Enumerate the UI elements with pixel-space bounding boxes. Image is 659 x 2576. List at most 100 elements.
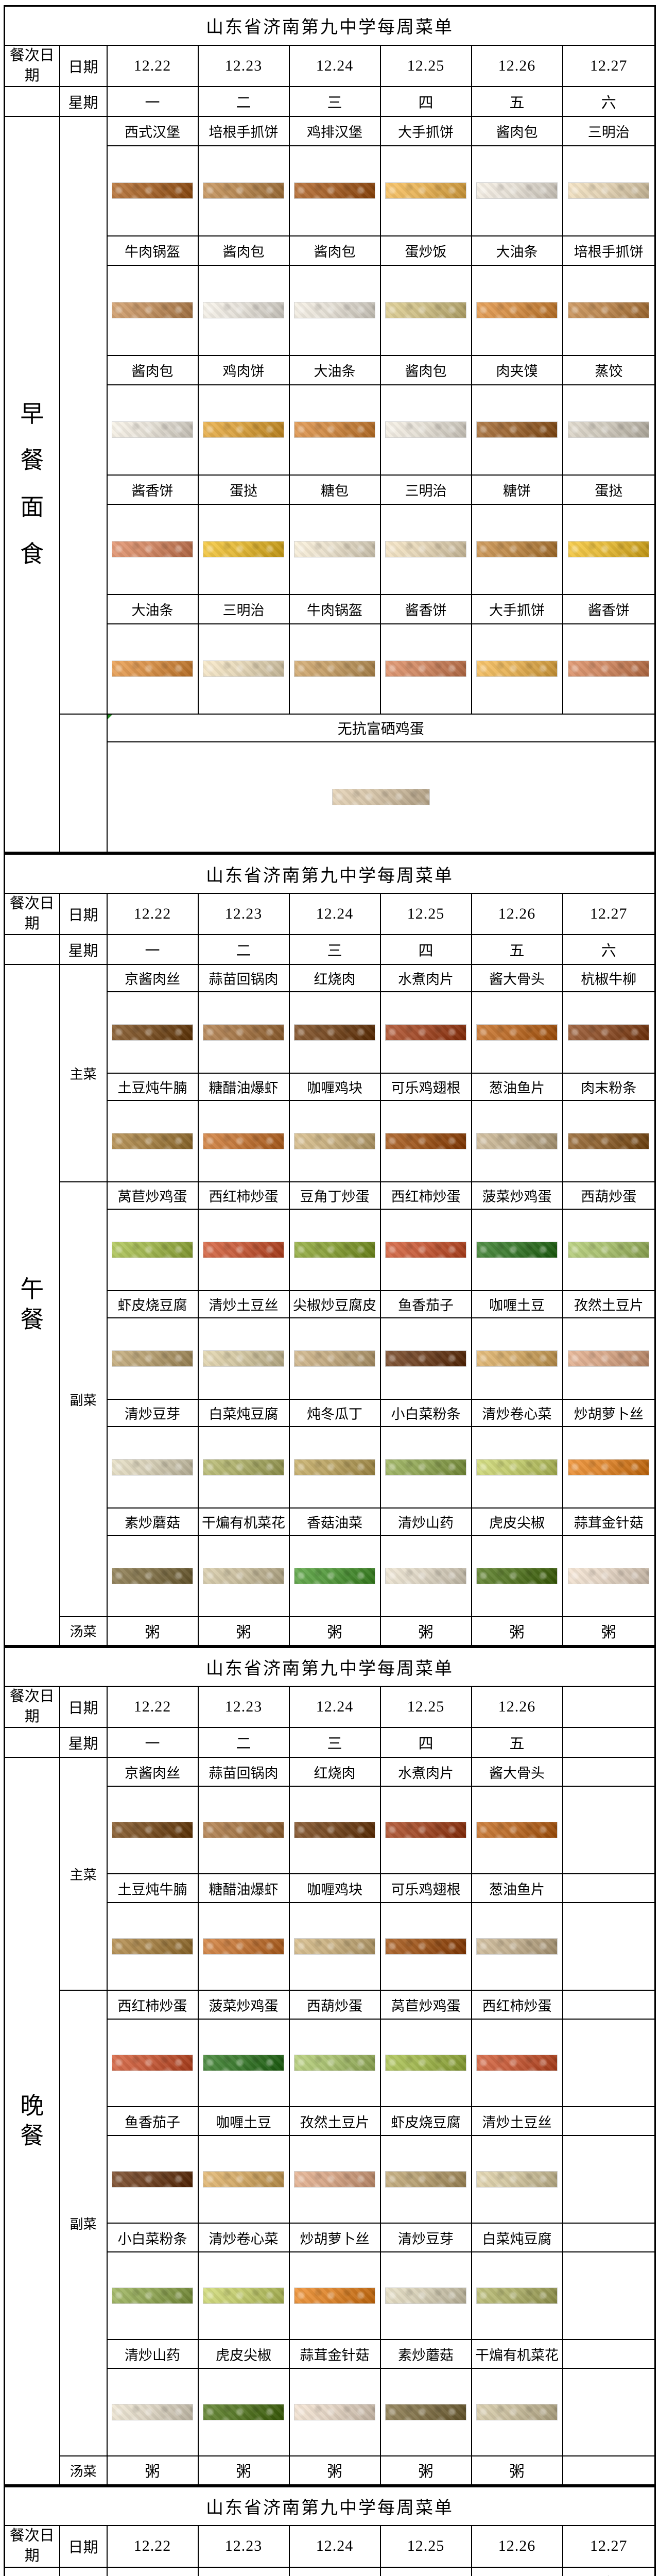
dish-name: 葱油鱼片: [471, 1873, 563, 1904]
food-photo: [112, 182, 193, 199]
date-cell: 12.23: [197, 2525, 290, 2568]
weekday-cell: 三: [288, 86, 381, 117]
photo-cell: [106, 145, 199, 236]
dish-name: 杭椒牛柳: [562, 964, 656, 993]
menu-title: 山东省济南第九中学每周菜单: [4, 1647, 656, 1687]
date-cell: 12.24: [288, 2525, 381, 2568]
photo-cell: [471, 2368, 563, 2457]
photo-cell: [288, 264, 381, 356]
dish-name: 虾皮烧豆腐: [106, 1290, 199, 1319]
weekday-cell: 四: [379, 1727, 472, 1758]
corner-blank-cell: [4, 934, 60, 965]
date-cell: 12.22: [106, 892, 199, 936]
empty-cell: [562, 2135, 656, 2224]
dish-name: 西红柿炒蛋: [197, 1181, 290, 1210]
photo-cell: [106, 741, 656, 853]
food-photo: [203, 660, 284, 677]
menu-table-dinner: 山东省济南第九中学每周菜单 餐次日期 日期 12.22 12.23 12.24 12.25 1…: [4, 1646, 656, 2486]
photo-cell: [471, 2019, 563, 2108]
photo-cell: [106, 2019, 199, 2108]
food-photo: [476, 1568, 558, 1585]
dish-name: 蒸饺: [562, 354, 656, 385]
photo-cell: [562, 991, 656, 1074]
food-photo: [294, 421, 375, 438]
photo-cell: [562, 145, 656, 236]
food-photo: [385, 302, 466, 319]
food-photo: [203, 2287, 284, 2304]
section-side-label: 晚餐: [20, 2092, 44, 2149]
photo-cell: [471, 1100, 563, 1183]
food-photo: [476, 1024, 558, 1041]
dish-name: 尖椒炒豆腐皮: [288, 1290, 381, 1319]
dish-name: 清炒土豆丝: [471, 2106, 563, 2137]
photo-cell: [379, 1902, 472, 1991]
photo-cell: [288, 2135, 381, 2224]
weekday-cell: 二: [197, 2566, 290, 2576]
date-cell: 12.24: [288, 892, 381, 936]
dish-name: 蒜苗回锅肉: [197, 964, 290, 993]
dish-name: 香菇油菜: [288, 1507, 381, 1536]
photo-cell: [106, 1426, 199, 1509]
dish-name: 酱肉包: [471, 115, 563, 146]
dish-name: 大油条: [106, 594, 199, 624]
dish-name: 西葫炒蛋: [562, 1181, 656, 1210]
dish-name: 培根手抓饼: [197, 115, 290, 146]
food-photo: [385, 1350, 466, 1367]
photo-cell: [379, 1786, 472, 1875]
date-cell: 12.27: [562, 892, 656, 936]
food-photo: [203, 1938, 284, 1955]
soup-cell: 粥: [197, 1616, 290, 1647]
dish-name: 小白菜粉条: [379, 1399, 472, 1428]
dish-name: 三明治: [562, 115, 656, 146]
weekday-cell: 二: [197, 934, 290, 965]
food-photo: [112, 541, 193, 558]
food-photo: [203, 182, 284, 199]
dish-name: 三明治: [379, 474, 472, 505]
food-photo: [294, 1822, 375, 1839]
food-photo: [568, 1350, 650, 1367]
photo-cell: [379, 1209, 472, 1292]
date-cell: 12.22: [106, 1686, 199, 1728]
food-photo: [112, 1350, 193, 1367]
photo-cell: [288, 1535, 381, 1618]
photo-cell: [471, 1786, 563, 1875]
weekday-cell: 五: [471, 86, 563, 117]
food-photo: [385, 1459, 466, 1476]
soup-cell: 粥: [562, 1616, 656, 1647]
food-photo: [112, 1822, 193, 1839]
weekday-cell: 二: [197, 86, 290, 117]
date-cell: 12.23: [197, 1686, 290, 1728]
photo-cell: [379, 1535, 472, 1618]
dish-name: 水煮肉片: [379, 964, 472, 993]
weekday-cell: 一: [106, 2566, 199, 2576]
food-photo: [203, 1350, 284, 1367]
photo-cell: [197, 145, 290, 236]
food-photo: [385, 1822, 466, 1839]
photo-cell: [197, 2019, 290, 2108]
photo-cell: [562, 503, 656, 595]
dish-name: 糖醋油爆虾: [197, 1873, 290, 1904]
photo-cell: [288, 991, 381, 1074]
photo-cell: [197, 1786, 290, 1875]
dish-name: 酱大骨头: [471, 964, 563, 993]
weekday-cell: 一: [106, 934, 199, 965]
dish-name: 白菜炖豆腐: [471, 2223, 563, 2253]
dish-name: 培根手抓饼: [562, 235, 656, 266]
dish-name: 白菜炖豆腐: [197, 1399, 290, 1428]
photo-cell: [288, 1786, 381, 1875]
weekday-cell: 三: [288, 1727, 381, 1758]
empty-cell: [562, 1902, 656, 1991]
food-photo: [203, 541, 284, 558]
week-row-label: 星期: [59, 934, 108, 965]
food-photo: [112, 2055, 193, 2072]
corner-blank-cell: [4, 86, 60, 117]
food-photo: [112, 2171, 193, 2188]
weekday-cell: [562, 1727, 656, 1758]
photo-cell: [288, 2368, 381, 2457]
food-photo: [203, 302, 284, 319]
food-photo: [112, 421, 193, 438]
dish-name: 红烧肉: [288, 964, 381, 993]
photo-cell: [471, 503, 563, 595]
section-side-label: 早餐面食: [20, 400, 44, 567]
